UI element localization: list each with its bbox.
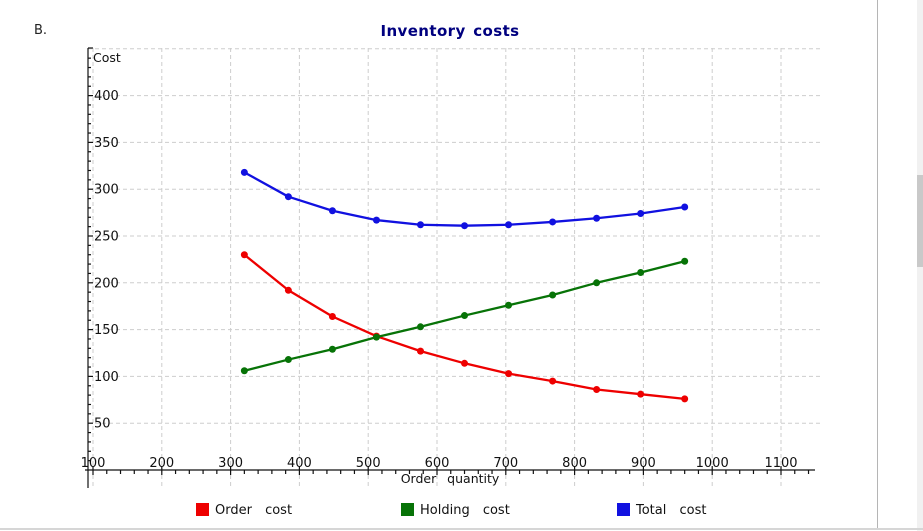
data-point: [593, 279, 601, 287]
data-point: [549, 377, 557, 385]
x-tick-label: 900: [631, 456, 656, 471]
axes: [85, 47, 815, 488]
y-tick-label: 200: [94, 276, 119, 291]
data-point: [240, 168, 248, 176]
legend-label: Holding cost: [420, 503, 510, 518]
data-point: [328, 207, 336, 215]
bottom-border-line: [0, 528, 923, 530]
series-line: [243, 253, 685, 401]
legend-label: Total cost: [636, 503, 707, 518]
data-point: [416, 221, 424, 229]
data-point: [637, 210, 645, 218]
y-tick-label: 300: [94, 183, 119, 198]
legend-item-holding-cost: Holding cost: [401, 499, 510, 518]
data-point: [372, 216, 380, 224]
chart-title: Inventory costs: [380, 22, 520, 40]
data-point: [328, 312, 336, 320]
data-point: [593, 214, 601, 222]
x-tick-label: 100: [81, 456, 106, 471]
data-point: [416, 323, 424, 331]
legend-item-total-cost: Total cost: [617, 499, 707, 518]
x-tick-label: 600: [425, 456, 450, 471]
section-label: B.: [34, 23, 48, 38]
data-point: [505, 370, 513, 378]
vertical-scrollbar[interactable]: [917, 0, 923, 531]
data-point: [461, 312, 469, 320]
data-point: [284, 356, 292, 364]
y-axis-label: Cost: [93, 50, 121, 65]
order-cost-swatch: [196, 503, 209, 516]
y-tick-label: 400: [94, 89, 119, 104]
y-tick-label: 150: [94, 323, 119, 338]
data-point: [681, 257, 689, 265]
series-line: [243, 171, 685, 227]
legend-item-order-cost: Order cost: [196, 499, 293, 518]
holding-cost-swatch: [401, 503, 414, 516]
x-tick-label: 800: [562, 456, 587, 471]
x-tick-label: 1000: [696, 456, 729, 471]
x-tick-label: 300: [218, 456, 243, 471]
x-tick-label: 400: [287, 456, 312, 471]
data-point: [505, 301, 513, 309]
inventory-costs-chart: 100 200 300 400 500 600 700 800 900 1000 1100 50 100…: [81, 47, 820, 488]
x-tick-label: 700: [493, 456, 518, 471]
tick-labels: 100 200 300 400 500 600 700 800 900 1000 1100 50 100…: [81, 89, 798, 471]
y-tick-label: 100: [94, 370, 119, 385]
data-point: [637, 390, 645, 398]
data-point: [637, 269, 645, 277]
y-tick-label: 350: [94, 136, 119, 151]
data-point: [681, 203, 689, 211]
legend-label: Order cost: [215, 503, 293, 518]
data-point: [416, 347, 424, 355]
total-cost-swatch: [617, 503, 630, 516]
data-point: [549, 291, 557, 299]
series-holding-cost: [240, 257, 689, 375]
data-point: [461, 222, 469, 230]
x-tick-label: 1100: [764, 456, 797, 471]
data-point: [681, 395, 689, 403]
y-tick-label: 50: [94, 417, 111, 432]
chart-legend: Order cost Holding cost Total cost: [0, 499, 877, 518]
data-point: [505, 221, 513, 229]
scrollbar-thumb[interactable]: [917, 175, 923, 267]
data-point: [328, 345, 336, 353]
data-point: [549, 218, 557, 226]
series-order-cost: [240, 251, 689, 403]
data-point: [372, 333, 380, 341]
x-tick-label: 500: [356, 456, 381, 471]
gridlines: [88, 48, 820, 488]
data-point: [284, 286, 292, 294]
data-point: [240, 251, 248, 259]
window-border-line: [877, 0, 878, 529]
data-point: [284, 193, 292, 201]
data-point: [461, 359, 469, 367]
data-point: [593, 386, 601, 394]
series-total-cost: [240, 168, 689, 230]
data-point: [240, 367, 248, 375]
x-tick-label: 200: [149, 456, 174, 471]
x-axis-label: Order quantity: [400, 471, 500, 486]
y-tick-label: 250: [94, 230, 119, 245]
